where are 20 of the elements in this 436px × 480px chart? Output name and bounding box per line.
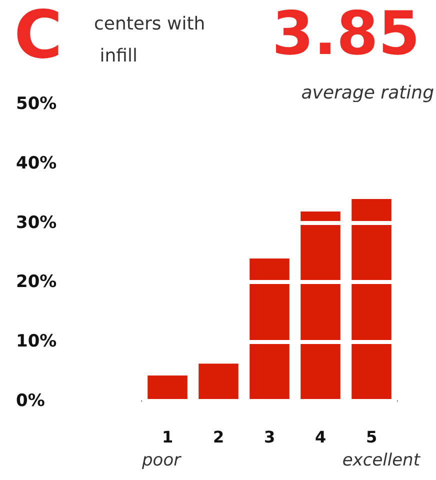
y-tick-label: 10% [16, 332, 57, 352]
x-tick-label: 1 [162, 428, 174, 446]
bar [198, 364, 238, 401]
y-tick-label: 20% [16, 272, 57, 292]
text: poor [141, 450, 182, 470]
bar [148, 375, 188, 401]
x-tick-label: 2 [212, 428, 224, 446]
x-tick-label: 5 [366, 428, 378, 446]
y-tick-label: 50% [16, 94, 57, 114]
x-tick-label: 4 [314, 428, 326, 446]
text: average rating [301, 82, 434, 104]
chart-subtitle: centers with infill [94, 14, 206, 66]
bar [250, 258, 290, 401]
y-tick-label: 40% [16, 153, 57, 174]
y-tick-label: 0% [16, 391, 45, 411]
text: excellent [342, 450, 422, 470]
x-tick-label: 3 [264, 428, 276, 446]
text: 3.85 [272, 0, 420, 69]
chart-title: C [14, 0, 62, 74]
y-tick-label: 30% [16, 212, 57, 233]
